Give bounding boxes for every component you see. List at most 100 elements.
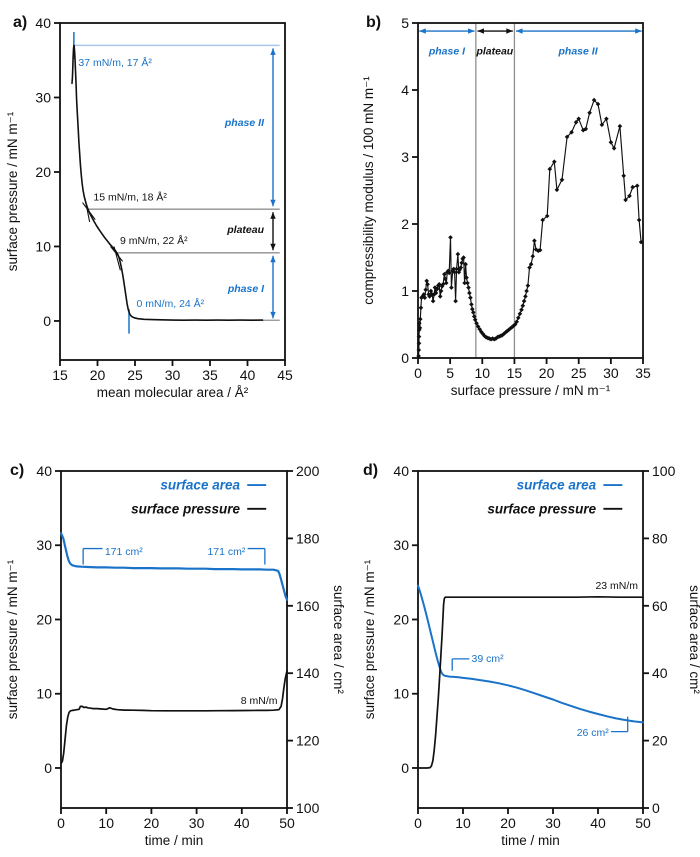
y-tick-label: 0 — [43, 313, 51, 329]
annotation-text: 171 cm² — [207, 546, 245, 558]
annotation-text: phase II — [558, 45, 599, 57]
y-right-tick-label: 100 — [296, 800, 320, 816]
legend-label-surface-pressure: surface pressure — [131, 501, 240, 516]
x-tick-label: 40 — [240, 367, 256, 383]
y-tick-label: 40 — [35, 15, 51, 31]
annotation-text: 171 cm² — [105, 546, 143, 558]
x-tick-label: 5 — [446, 365, 454, 381]
y-tick-label: 30 — [393, 537, 409, 553]
x-tick-label: 0 — [57, 815, 65, 831]
annotation-text: phase II — [224, 117, 265, 129]
x-axis-title: time / min — [145, 833, 204, 848]
plot-box — [60, 470, 288, 809]
annotation-text: 0 mN/m, 24 Å² — [137, 297, 205, 310]
y-right-tick-label: 60 — [652, 598, 668, 614]
x-tick-label: 35 — [202, 367, 218, 383]
y-tick-label: 10 — [393, 686, 409, 702]
panel-b: 0 5 10 15 20 25 30 35 0 1 2 3 4 5 surface pressure / m… — [361, 14, 651, 398]
y-axis-title-right: surface area / cm² — [331, 585, 346, 694]
y-axis-title: surface pressure / mN m⁻¹ — [5, 111, 20, 271]
y-tick-label: 40 — [393, 463, 409, 479]
annotation-text: plateau — [475, 45, 513, 57]
arrowhead — [270, 199, 276, 207]
arrowhead — [270, 255, 276, 263]
x-tick-label: 20 — [144, 815, 160, 831]
x-tick-label: 50 — [279, 815, 295, 831]
y-right-tick-label: 100 — [652, 463, 676, 479]
y-tick-label: 5 — [401, 15, 409, 31]
x-tick-label: 20 — [539, 365, 555, 381]
y-axis-title: compressibility modulus / 100 mN m⁻¹ — [361, 76, 376, 305]
x-tick-label: 10 — [455, 815, 471, 831]
arrowhead — [506, 28, 513, 34]
series-compressibility-modulus — [418, 99, 642, 357]
y-tick-label: 40 — [36, 463, 52, 479]
x-tick-label: 0 — [414, 815, 422, 831]
arrowhead — [419, 28, 426, 34]
y-tick-label: 2 — [401, 216, 409, 232]
annotation-text: 9 mN/m, 22 Å² — [120, 234, 188, 247]
legend-label-surface-area: surface area — [160, 478, 240, 493]
annotation-text: 15 mN/m, 18 Å² — [93, 190, 167, 203]
series-isotherm — [71, 44, 264, 322]
y-right-tick-label: 180 — [296, 530, 320, 546]
series-surface-pressure — [60, 669, 288, 765]
x-tick-label: 25 — [571, 365, 587, 381]
y-tick-label: 1 — [401, 283, 409, 299]
annotation-text: 23 mN/m — [595, 580, 638, 592]
plot-box — [417, 470, 644, 809]
arrowhead — [270, 212, 276, 219]
legend: surface area surface pressure — [487, 478, 623, 516]
annotation-text: phase I — [227, 283, 265, 295]
arrowhead — [516, 28, 523, 34]
arrowhead — [477, 28, 484, 34]
y-right-tick-label: 160 — [296, 598, 320, 614]
x-tick-label: 45 — [277, 367, 293, 383]
x-axis-title: surface pressure / mN m⁻¹ — [451, 383, 611, 398]
y-axis-title: surface pressure / mN m⁻¹ — [362, 559, 377, 719]
y-tick-label: 3 — [401, 149, 409, 165]
panel-letter-d: d) — [363, 462, 378, 479]
y-tick-label: 30 — [36, 537, 52, 553]
arrowhead — [468, 28, 475, 34]
plot-box — [417, 22, 644, 359]
x-tick-label: 40 — [590, 815, 606, 831]
arrowhead — [270, 311, 276, 319]
x-tick-label: 10 — [98, 815, 114, 831]
arrowhead — [270, 243, 276, 251]
annotation-text: 39 cm² — [472, 653, 505, 665]
panel-letter-b: b) — [366, 14, 381, 31]
x-tick-label: 30 — [545, 815, 561, 831]
x-axis-title: mean molecular area / Å² — [97, 385, 249, 400]
y-right-tick-label: 120 — [296, 733, 320, 749]
y-axis-title-right: surface area / cm² — [687, 585, 700, 694]
y-tick-label: 0 — [401, 760, 409, 776]
series-surface-area — [59, 532, 289, 601]
annotation-text: plateau — [226, 224, 264, 236]
x-tick-label: 35 — [635, 365, 651, 381]
x-tick-label: 0 — [414, 365, 422, 381]
arrowhead — [270, 48, 276, 55]
x-tick-label: 10 — [474, 365, 490, 381]
annotation-text: 37 mN/m, 17 Å² — [78, 56, 152, 69]
annotation-text: 8 mN/m — [241, 695, 278, 707]
y-tick-label: 10 — [35, 238, 51, 254]
y-right-tick-label: 200 — [296, 463, 320, 479]
y-tick-label: 20 — [36, 611, 52, 627]
x-tick-label: 40 — [234, 815, 250, 831]
x-tick-label: 30 — [165, 367, 181, 383]
arrowhead — [635, 28, 642, 34]
x-tick-label: 50 — [635, 815, 651, 831]
y-tick-label: 10 — [36, 686, 52, 702]
y-right-tick-label: 0 — [652, 800, 660, 816]
panel-a: 15 20 25 30 35 40 45 0 10 20 30 40 mean molecular ar… — [5, 14, 293, 400]
x-tick-label: 15 — [52, 367, 68, 383]
panel-letter-c: c) — [10, 462, 24, 479]
series-surface-area — [417, 584, 644, 724]
y-right-tick-label: 140 — [296, 665, 320, 681]
y-tick-label: 0 — [401, 350, 409, 366]
y-tick-label: 0 — [44, 760, 52, 776]
